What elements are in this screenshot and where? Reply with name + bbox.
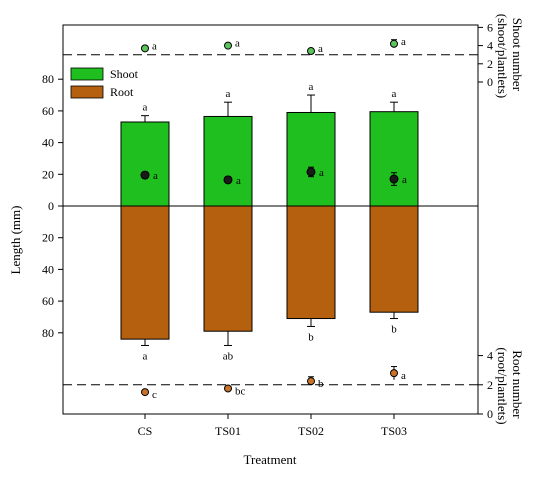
root-number-tick-label: 2 xyxy=(487,378,493,392)
shoot-number-tick-label: 0 xyxy=(487,75,493,89)
shoot-number-tick-label: 4 xyxy=(487,39,493,53)
axis-titles: Treatment Length (mm) Shoot number (shoo… xyxy=(8,14,525,467)
root-bar-letter: b xyxy=(391,324,397,336)
length-tick-label: 0 xyxy=(48,199,54,213)
shoot-bar xyxy=(286,111,336,207)
shoot-number-tick-label: 6 xyxy=(487,20,493,34)
x-tick-label: TS02 xyxy=(298,424,324,438)
length-marker xyxy=(223,175,233,185)
root-bar-letter: ab xyxy=(223,350,234,362)
root-number-letter: a xyxy=(401,370,406,382)
legend-label: Shoot xyxy=(110,67,139,81)
length-tick-label: 40 xyxy=(42,136,54,150)
length-marker xyxy=(306,167,316,177)
plot-border xyxy=(62,24,479,415)
shoot-number-axis-title: Shoot number (shoot/plantlets) xyxy=(495,14,525,99)
length-tick-label: 40 xyxy=(42,262,54,276)
shoot-number-letter: a xyxy=(235,38,240,50)
root-number-point xyxy=(141,388,149,397)
length-marker-letter: a xyxy=(153,170,158,182)
shoot-bar xyxy=(120,121,170,207)
root-number-letter: b xyxy=(318,378,324,390)
root-number-letter: c xyxy=(152,389,157,401)
root-bar-letter: a xyxy=(143,350,148,362)
shoot-number-letter: a xyxy=(152,40,157,52)
length-tick-label: 20 xyxy=(42,167,54,181)
length-tick-label: 80 xyxy=(42,326,54,340)
root-number-tick-label: 4 xyxy=(487,349,493,363)
shoot-number-point xyxy=(390,39,398,48)
shoot-bar-letter: a xyxy=(392,88,397,100)
root-bar xyxy=(120,205,170,340)
points: a a a a a a a a c bc b a xyxy=(140,36,407,401)
shoot-number-axis-title-line-2: (shoot/plantlets) xyxy=(495,14,510,99)
root-number-point xyxy=(307,377,315,386)
shoot-number-axis-title-line-1: Shoot number xyxy=(510,18,525,92)
root-bar xyxy=(286,205,336,320)
x-tick-label: TS01 xyxy=(215,424,241,438)
legend-swatch xyxy=(70,67,104,81)
length-tick-label: 80 xyxy=(42,72,54,86)
length-tick-label: 20 xyxy=(42,231,54,245)
length-marker-letter: a xyxy=(402,174,407,186)
shoot-number-letter: a xyxy=(401,36,406,48)
length-tick-label: 60 xyxy=(42,294,54,308)
legend-label: Root xyxy=(110,85,134,99)
root-number-axis-title-line-2: (root/plantlets) xyxy=(495,347,510,424)
x-axis-title: Treatment xyxy=(244,452,297,467)
root-number-axis-title-line-1: Root number xyxy=(510,350,525,419)
root-number-point xyxy=(224,384,232,393)
shoot-number-point xyxy=(307,47,315,56)
shoot-bar-letter: a xyxy=(309,81,314,93)
x-tick-label: CS xyxy=(138,424,153,438)
length-marker-letter: a xyxy=(319,167,324,179)
root-number-letter: bc xyxy=(235,385,246,397)
x-tick-label: TS03 xyxy=(381,424,407,438)
root-number-axis-title: Root number (root/plantlets) xyxy=(495,347,525,424)
y-axis-title: Length (mm) xyxy=(8,206,23,275)
shoot-number-letter: a xyxy=(318,43,323,55)
length-marker-letter: a xyxy=(236,175,241,187)
root-bar xyxy=(369,205,419,313)
root-bar xyxy=(203,205,253,332)
shoot-bar-letter: a xyxy=(143,102,148,114)
length-tick-label: 60 xyxy=(42,104,54,118)
shoot-number-tick-label: 2 xyxy=(487,57,493,71)
length-marker xyxy=(389,174,399,184)
legend: Shoot Root xyxy=(70,67,139,99)
length-marker xyxy=(140,170,150,180)
root-bar-letter: b xyxy=(308,331,314,343)
shoot-bar xyxy=(203,115,253,207)
shoot-bar-letter: a xyxy=(226,88,231,100)
legend-swatch xyxy=(70,85,104,99)
shoot-bar xyxy=(369,111,419,207)
shoot-number-point xyxy=(141,44,149,53)
root-number-point xyxy=(390,369,398,378)
shoot-number-point xyxy=(224,41,232,50)
bars: a a a a a ab b b xyxy=(120,81,419,362)
root-number-tick-label: 0 xyxy=(487,407,493,421)
